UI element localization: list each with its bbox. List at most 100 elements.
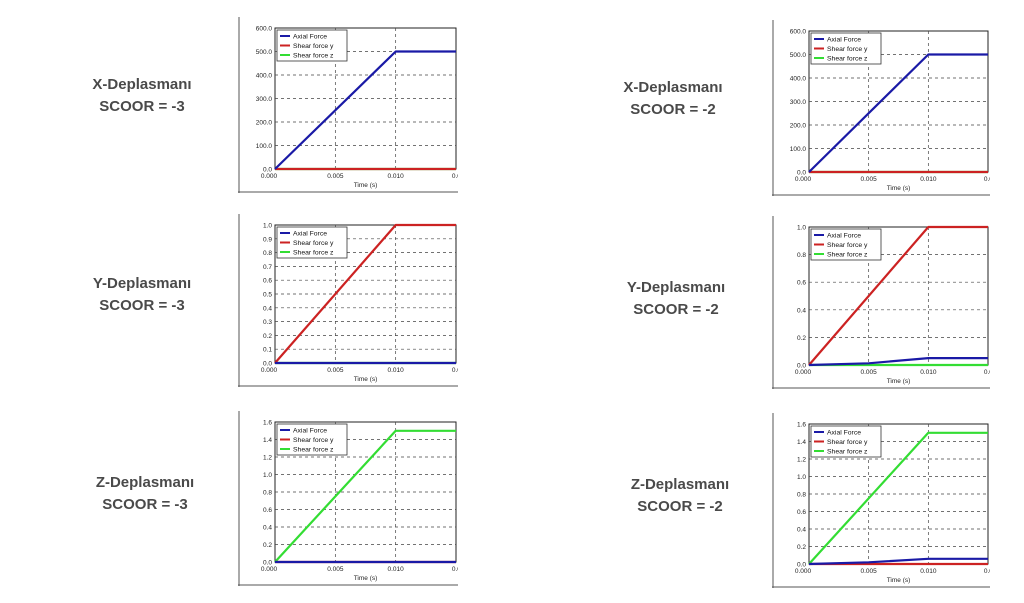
- x-displacement-label-left: X-Deplasmanı SCOOR = -3: [57, 74, 227, 118]
- chart-x-scoor-minus2: 0.0 100.0 200.0 300.0 400.0 500.0 600.0 0.000 0.…: [772, 20, 990, 196]
- legend-label: Shear force y: [293, 240, 334, 247]
- y-tick-label: 1.4: [797, 439, 806, 446]
- x-tick-label: 0.005: [327, 367, 344, 374]
- x-axis-title: Time (s): [887, 185, 911, 192]
- x-tick-label: 0.010: [388, 566, 405, 573]
- scoor-value: SCOOR = -2: [630, 101, 716, 118]
- x-tick-label: 0.000: [795, 568, 812, 575]
- y-tick-label: 0.0: [797, 363, 806, 370]
- x-tick-label: 0.010: [388, 367, 405, 374]
- z-displacement-label-left: Z-Deplasmanı SCOOR = -3: [60, 472, 230, 516]
- x-tick-label: 0.015: [984, 568, 990, 575]
- legend-label: Shear force y: [827, 242, 868, 249]
- chart-x-scoor-minus3: 0.0 100.0 200.0 300.0 400.0 500.0 600.0 0.000 0.…: [238, 17, 458, 193]
- y-tick-label: 0.3: [263, 319, 272, 326]
- x-axis-title: Time (s): [354, 182, 378, 189]
- y-tick-label: 0.6: [263, 278, 272, 285]
- x-tick-label: 0.015: [984, 176, 990, 183]
- x-tick-label: 0.015: [984, 369, 990, 376]
- x-tick-label: 0.005: [861, 176, 878, 183]
- y-tick-label: 300.0: [256, 96, 273, 103]
- x-tick-label: 0.005: [327, 566, 344, 573]
- y-tick-label: 0.5: [263, 292, 272, 299]
- x-tick-label: 0.000: [795, 369, 812, 376]
- y-tick-label: 1.2: [797, 457, 806, 464]
- x-tick-label: 0.000: [261, 566, 278, 573]
- x-tick-label: 0.010: [920, 176, 937, 183]
- y-tick-label: 400.0: [790, 76, 807, 83]
- y-tick-label: 0.9: [263, 236, 272, 243]
- legend-label: Shear force y: [293, 437, 334, 444]
- y-tick-label: 100.0: [790, 146, 807, 153]
- series-line: [274, 429, 456, 563]
- y-tick-label: 0.8: [263, 490, 272, 497]
- scoor-value: SCOOR = -2: [637, 498, 723, 515]
- y-tick-label: 0.8: [797, 492, 806, 499]
- chart-svg: 0.0 0.2 0.4 0.6 0.8 1.0 1.2 1.4 1.6 0.000 0.005 0.0…: [238, 411, 458, 586]
- y-displacement-label-right: Y-Deplasmanı SCOOR = -2: [591, 277, 761, 321]
- legend-label: Axial Force: [827, 232, 861, 239]
- x-tick-label: 0.015: [452, 173, 458, 180]
- series-line: [808, 431, 988, 565]
- y-tick-label: 1.0: [263, 223, 272, 230]
- y-tick-label: 1.6: [797, 422, 806, 429]
- y-tick-label: 0.8: [797, 252, 806, 259]
- y-tick-label: 0.2: [797, 335, 806, 342]
- y-tick-label: 500.0: [790, 52, 807, 59]
- legend-label: Shear force z: [827, 55, 868, 62]
- y-tick-label: 0.4: [797, 307, 806, 314]
- x-tick-label: 0.000: [261, 173, 278, 180]
- scoor-value: SCOOR = -3: [99, 98, 185, 115]
- y-tick-label: 0.4: [263, 525, 272, 532]
- x-axis-title: Time (s): [354, 575, 378, 582]
- y-tick-label: 0.0: [263, 560, 272, 567]
- y-tick-label: 0.4: [263, 305, 272, 312]
- scoor-value: SCOOR = -2: [633, 301, 719, 318]
- chart-svg: 0.0 0.2 0.4 0.6 0.8 1.0 1.2 1.4 1.6 0.000 0.005 0.0…: [772, 413, 990, 588]
- y-tick-label: 1.4: [263, 437, 272, 444]
- y-tick-label: 0.4: [797, 527, 806, 534]
- y-tick-label: 200.0: [790, 123, 807, 130]
- chart-svg: 0.0 0.1 0.2 0.3 0.4 0.5 0.6 0.7 0.8 0.9 1.0 0.000 0.…: [238, 214, 458, 387]
- chart-z-scoor-minus3: 0.0 0.2 0.4 0.6 0.8 1.0 1.2 1.4 1.6 0.000 0.005 0.0…: [238, 411, 458, 586]
- series-line: [274, 50, 456, 170]
- x-tick-label: 0.010: [920, 568, 937, 575]
- y-tick-label: 1.0: [263, 472, 272, 479]
- legend-label: Shear force z: [293, 446, 334, 453]
- x-tick-label: 0.010: [920, 369, 937, 376]
- z-displacement-label-right: Z-Deplasmanı SCOOR = -2: [595, 474, 765, 518]
- x-tick-label: 0.015: [452, 367, 458, 374]
- legend-label: Axial Force: [827, 36, 861, 43]
- y-tick-label: 400.0: [256, 73, 273, 80]
- series-line: [808, 53, 988, 173]
- y-tick-label: 0.6: [263, 507, 272, 514]
- series-line: [808, 357, 988, 367]
- y-displacement-label-left: Y-Deplasmanı SCOOR = -3: [57, 273, 227, 317]
- y-tick-label: 100.0: [256, 143, 273, 150]
- x-displacement-label-right: X-Deplasmanı SCOOR = -2: [588, 77, 758, 121]
- chart-z-scoor-minus2: 0.0 0.2 0.4 0.6 0.8 1.0 1.2 1.4 1.6 0.000 0.005 0.0…: [772, 413, 990, 588]
- displacement-title: Y-Deplasmanı: [626, 279, 726, 296]
- y-tick-label: 0.7: [263, 264, 272, 271]
- x-tick-label: 0.010: [388, 173, 405, 180]
- y-tick-label: 0.0: [263, 167, 272, 174]
- series-line: [274, 223, 456, 364]
- chart-y-scoor-minus2: 0.0 0.2 0.4 0.6 0.8 1.0 0.000 0.005 0.010 0.015 Ti…: [772, 216, 990, 389]
- legend-label: Axial Force: [293, 33, 327, 40]
- legend-label: Shear force y: [293, 43, 334, 50]
- chart-y-scoor-minus3: 0.0 0.1 0.2 0.3 0.4 0.5 0.6 0.7 0.8 0.9 1.0 0.000 0.…: [238, 214, 458, 387]
- y-tick-label: 0.2: [263, 542, 272, 549]
- y-tick-label: 0.0: [797, 170, 806, 177]
- y-tick-label: 0.2: [263, 333, 272, 340]
- x-tick-label: 0.005: [861, 369, 878, 376]
- y-tick-label: 0.0: [797, 562, 806, 569]
- y-tick-label: 1.0: [797, 225, 806, 232]
- legend-label: Shear force z: [293, 52, 334, 59]
- y-tick-label: 1.6: [263, 420, 272, 427]
- y-tick-label: 0.1: [263, 347, 272, 354]
- y-tick-label: 0.8: [263, 250, 272, 257]
- legend-label: Shear force z: [293, 249, 334, 256]
- legend-label: Shear force y: [827, 46, 868, 53]
- displacement-title: Y-Deplasmanı: [92, 275, 192, 292]
